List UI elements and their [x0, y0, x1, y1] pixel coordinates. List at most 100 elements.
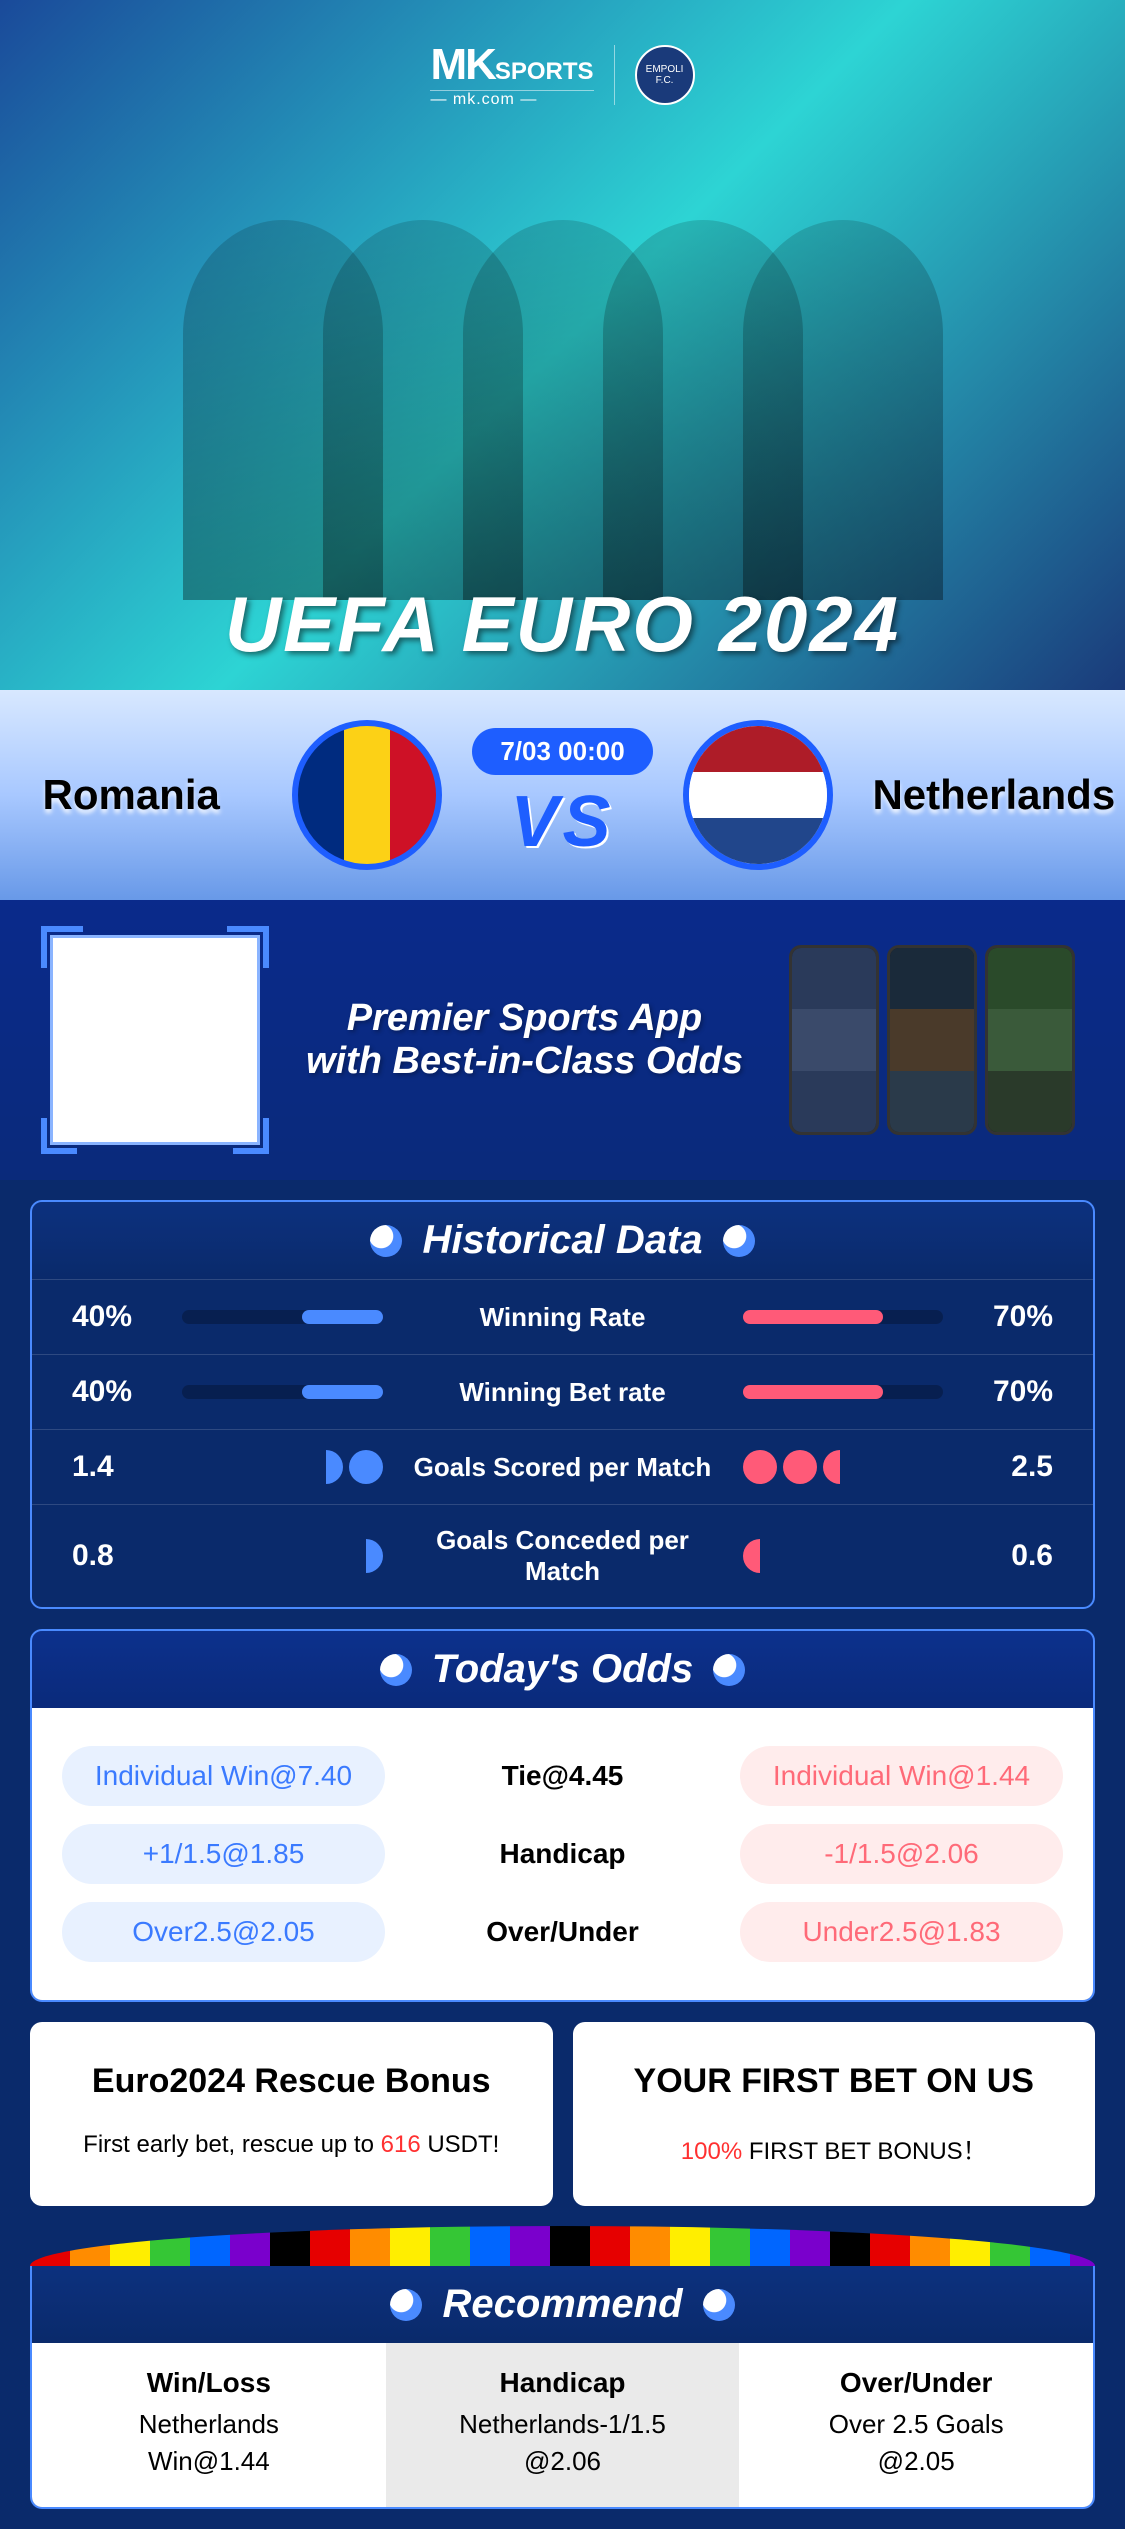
- hero-title: UEFA EURO 2024: [0, 579, 1125, 670]
- odds-left[interactable]: Individual Win@7.40: [62, 1746, 385, 1806]
- hist-right-value: 70%: [963, 1375, 1053, 1409]
- promo-banner: Premier Sports App with Best-in-Class Od…: [0, 900, 1125, 1180]
- promo-line1: Premier Sports App: [260, 997, 789, 1040]
- recommend-body: Win/Loss Netherlands Win@1.44 Handicap Nethe…: [32, 2343, 1093, 2507]
- brand-sub: — mk.com —: [430, 90, 593, 109]
- hist-right-value: 0.6: [963, 1539, 1053, 1573]
- ball-count-right: [743, 1539, 944, 1573]
- ball-count-left: [182, 1450, 383, 1484]
- odds-body: Individual Win@7.40 Tie@4.45 Individual Wi…: [32, 1708, 1093, 2000]
- bonus-title: YOUR FIRST BET ON US: [603, 2062, 1066, 2101]
- historical-title: Historical Data: [422, 1218, 702, 1263]
- hist-row: 40% Winning Rate 70%: [32, 1279, 1093, 1354]
- rec-line1: Netherlands: [42, 2409, 376, 2440]
- odds-section: Today's Odds Individual Win@7.40 Tie@4.45…: [30, 1629, 1095, 2002]
- ball-icon: [723, 1225, 755, 1257]
- team-b-label: Netherlands: [863, 771, 1125, 819]
- hist-left-value: 40%: [72, 1300, 162, 1334]
- section-header: Today's Odds: [32, 1631, 1093, 1708]
- vertical-divider: [614, 45, 615, 105]
- hist-left-value: 1.4: [72, 1450, 162, 1484]
- ball-icon: [370, 1225, 402, 1257]
- hist-bar-right: [743, 1385, 944, 1399]
- team-a-label: Romania: [0, 771, 262, 819]
- flag-netherlands-icon: [683, 720, 833, 870]
- ball-icon: [703, 2289, 735, 2321]
- odds-right[interactable]: Under2.5@1.83: [740, 1902, 1063, 1962]
- section-header: Recommend: [32, 2266, 1093, 2343]
- odds-left[interactable]: Over2.5@2.05: [62, 1902, 385, 1962]
- hist-label: Winning Bet rate: [403, 1377, 723, 1408]
- hist-right-value: 2.5: [963, 1450, 1053, 1484]
- odds-row: Individual Win@7.40 Tie@4.45 Individual Wi…: [62, 1746, 1063, 1806]
- rec-line1: Netherlands-1/1.5: [396, 2409, 730, 2440]
- recommend-col[interactable]: Handicap Netherlands-1/1.5 @2.06: [386, 2343, 740, 2507]
- rec-line2: @2.05: [749, 2446, 1083, 2477]
- section-header: Historical Data: [32, 1202, 1093, 1279]
- odds-title: Today's Odds: [432, 1647, 693, 1692]
- club-badge-icon: EMPOLI F.C.: [635, 45, 695, 105]
- hist-bar-left: [182, 1310, 383, 1324]
- recommend-title: Recommend: [442, 2282, 682, 2327]
- rec-head: Handicap: [396, 2367, 730, 2399]
- promo-text: Premier Sports App with Best-in-Class Od…: [260, 997, 789, 1083]
- odds-row: +1/1.5@1.85 Handicap -1/1.5@2.06: [62, 1824, 1063, 1884]
- hist-right-value: 70%: [963, 1300, 1053, 1334]
- rainbow-divider: [30, 2226, 1095, 2266]
- vs-block: 7/03 00:00 VS: [472, 728, 652, 863]
- recommend-section: Recommend Win/Loss Netherlands Win@1.44 Han…: [30, 2266, 1095, 2509]
- hist-row: 1.4 Goals Scored per Match 2.5: [32, 1429, 1093, 1504]
- players-silhouettes: [0, 220, 1125, 600]
- hist-label: Goals Conceded per Match: [403, 1525, 723, 1587]
- odds-right[interactable]: -1/1.5@2.06: [740, 1824, 1063, 1884]
- ball-icon: [713, 1654, 745, 1686]
- ball-icon: [390, 2289, 422, 2321]
- odds-center: Handicap: [415, 1838, 710, 1870]
- hist-bar-left: [182, 1385, 383, 1399]
- rec-line2: Win@1.44: [42, 2446, 376, 2477]
- flag-romania-icon: [292, 720, 442, 870]
- rec-line2: @2.06: [396, 2446, 730, 2477]
- hist-label: Winning Rate: [403, 1302, 723, 1333]
- odds-center: Over/Under: [415, 1916, 710, 1948]
- recommend-col[interactable]: Win/Loss Netherlands Win@1.44: [32, 2343, 386, 2507]
- odds-right[interactable]: Individual Win@1.44: [740, 1746, 1063, 1806]
- odds-row: Over2.5@2.05 Over/Under Under2.5@1.83: [62, 1902, 1063, 1962]
- rec-line1: Over 2.5 Goals: [749, 2409, 1083, 2440]
- hist-label: Goals Scored per Match: [403, 1452, 723, 1483]
- rec-head: Win/Loss: [42, 2367, 376, 2399]
- bonus-card-firstbet[interactable]: YOUR FIRST BET ON US 100% FIRST BET BONU…: [573, 2022, 1096, 2206]
- rec-head: Over/Under: [749, 2367, 1083, 2399]
- mk-text: MK: [430, 40, 494, 89]
- hist-row: 0.8 Goals Conceded per Match 0.6: [32, 1504, 1093, 1607]
- vs-text: VS: [472, 781, 652, 863]
- recommend-col[interactable]: Over/Under Over 2.5 Goals @2.05: [739, 2343, 1093, 2507]
- ball-icon: [380, 1654, 412, 1686]
- bonus-cards: Euro2024 Rescue Bonus First early bet, r…: [30, 2022, 1095, 2206]
- mk-sports-logo: MKSPORTS — mk.com —: [430, 40, 593, 109]
- bonus-subtext: 100% FIRST BET BONUS！: [603, 2131, 1066, 2166]
- sports-text: SPORTS: [495, 58, 594, 85]
- odds-left[interactable]: +1/1.5@1.85: [62, 1824, 385, 1884]
- hist-bar-right: [743, 1310, 944, 1324]
- hist-left-value: 40%: [72, 1375, 162, 1409]
- phone-icon: [789, 945, 879, 1135]
- brand-logo: MKSPORTS — mk.com — EMPOLI F.C.: [430, 40, 694, 109]
- ball-count-left: [182, 1539, 383, 1573]
- hist-row: 40% Winning Bet rate 70%: [32, 1354, 1093, 1429]
- qr-code-placeholder[interactable]: [50, 935, 260, 1145]
- phone-icon: [985, 945, 1075, 1135]
- historical-section: Historical Data 40% Winning Rate 70% 40% Win…: [30, 1200, 1095, 1609]
- ball-count-right: [743, 1450, 944, 1484]
- phone-icon: [887, 945, 977, 1135]
- app-screenshots: [789, 945, 1075, 1135]
- promo-line2: with Best-in-Class Odds: [260, 1040, 789, 1083]
- bonus-card-rescue[interactable]: Euro2024 Rescue Bonus First early bet, r…: [30, 2022, 553, 2206]
- bonus-title: Euro2024 Rescue Bonus: [60, 2062, 523, 2101]
- odds-center: Tie@4.45: [415, 1760, 710, 1792]
- bonus-subtext: First early bet, rescue up to 616 USDT!: [60, 2131, 523, 2159]
- match-datetime: 7/03 00:00: [472, 728, 652, 775]
- hero-banner: MKSPORTS — mk.com — EMPOLI F.C. UEFA EUR…: [0, 0, 1125, 690]
- hist-left-value: 0.8: [72, 1539, 162, 1573]
- match-bar: Romania 7/03 00:00 VS Netherlands: [0, 690, 1125, 900]
